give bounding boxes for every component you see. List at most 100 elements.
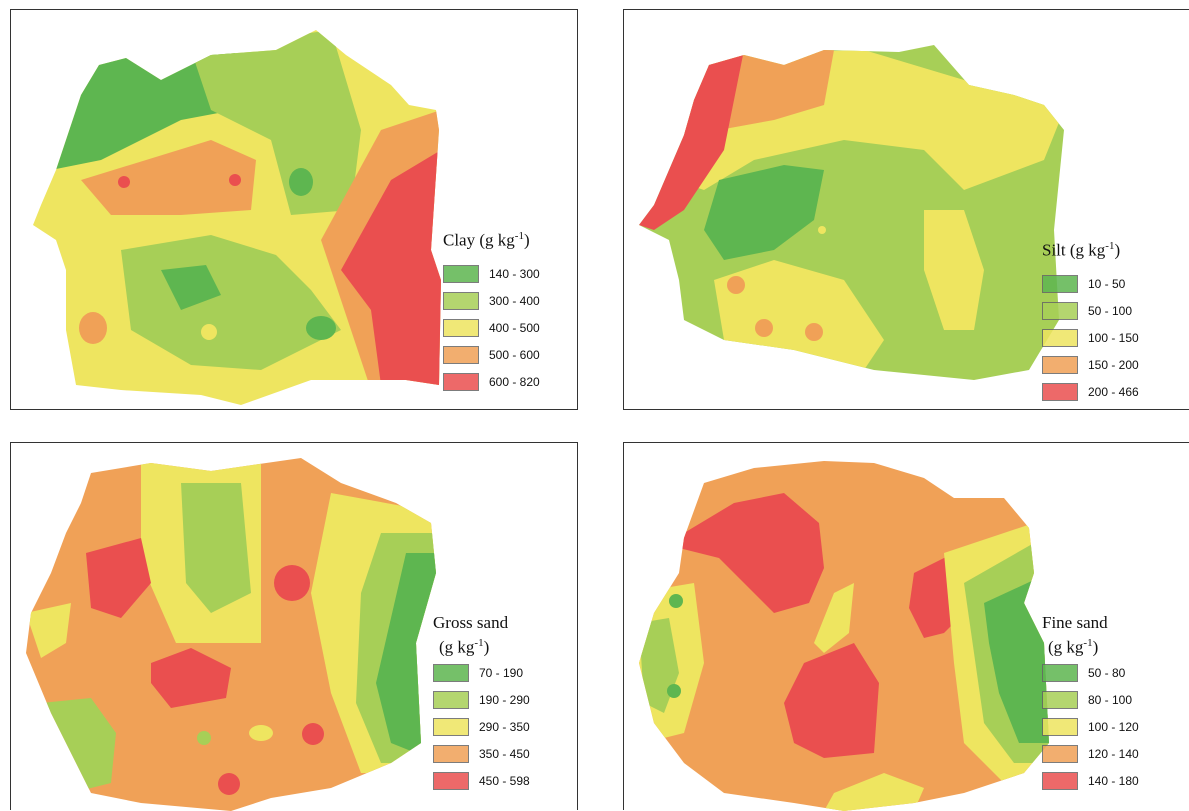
legend-row: 500 - 600 <box>443 342 540 369</box>
range-label: 50 - 100 <box>1088 304 1133 319</box>
range-label: 190 - 290 <box>479 693 530 708</box>
swatch-class5 <box>433 772 469 791</box>
legend-row: 50 - 100 <box>1042 298 1139 325</box>
legend-row: 400 - 500 <box>443 315 540 342</box>
fine-sand-zone-100-120-s <box>824 773 924 811</box>
silt-spot-150-200-b <box>755 319 773 337</box>
range-label: 70 - 190 <box>479 666 524 681</box>
swatch-class2 <box>1042 302 1078 321</box>
swatch-class2 <box>433 691 469 710</box>
legend-row: 50 - 80 <box>1042 660 1139 687</box>
legend-row: 140 - 300 <box>443 261 540 288</box>
legend-row: 200 - 466 <box>1042 379 1139 406</box>
silt-zone-100-150-s <box>714 260 884 370</box>
range-label: 50 - 80 <box>1088 666 1126 681</box>
swatch-class4 <box>433 745 469 764</box>
gross-sand-spot-450-598-a <box>274 565 310 601</box>
swatch-class1 <box>443 265 479 284</box>
range-label: 120 - 140 <box>1088 747 1139 762</box>
silt-legend-title: Silt (g kg-1) <box>1042 240 1121 260</box>
swatch-class4 <box>1042 356 1078 375</box>
swatch-class4 <box>1042 745 1078 764</box>
fine-sand-legend-units: (g kg-1) <box>1048 637 1099 657</box>
clay-spot-140-300-e <box>306 316 336 340</box>
fine-sand-zone-100-120-c <box>814 583 854 653</box>
fine-sand-zone-140-180-s <box>784 643 879 758</box>
clay-map <box>33 30 441 405</box>
clay-zone-500-600-w <box>81 140 256 215</box>
silt-zone-200-466 <box>639 50 744 230</box>
range-label: 80 - 100 <box>1088 693 1133 708</box>
silt-zone-10-50 <box>704 165 824 260</box>
swatch-class5 <box>1042 383 1078 402</box>
range-label: 150 - 200 <box>1088 358 1139 373</box>
legend-row: 80 - 100 <box>1042 687 1139 714</box>
range-label: 100 - 150 <box>1088 331 1139 346</box>
range-label: 10 - 50 <box>1088 277 1126 292</box>
fine-sand-map <box>639 461 1049 811</box>
clay-zone-140-300-s <box>161 265 221 310</box>
legend-row: 150 - 200 <box>1042 352 1139 379</box>
legend-row: 100 - 150 <box>1042 325 1139 352</box>
fine-sand-legend-title: Fine sand <box>1042 613 1108 632</box>
legend-row: 140 - 180 <box>1042 768 1139 795</box>
clay-legend: Clay (g kg-1) 140 - 300 300 - 400 400 - … <box>443 226 540 396</box>
fine-sand-legend: Fine sand (g kg-1) 50 - 80 80 - 100 100 … <box>1042 613 1139 795</box>
silt-map <box>639 45 1064 380</box>
gross-sand-legend-units: (g kg-1) <box>439 637 490 657</box>
clay-map-panel: Clay (g kg-1) 140 - 300 300 - 400 400 - … <box>10 9 578 410</box>
gross-sand-zone-450-598-w <box>86 538 151 618</box>
legend-row: 190 - 290 <box>433 687 530 714</box>
silt-zone-100-150-e <box>924 210 984 330</box>
legend-row: 10 - 50 <box>1042 271 1139 298</box>
swatch-class1 <box>433 664 469 683</box>
legend-row: 450 - 598 <box>433 768 530 795</box>
fine-sand-map-panel: Fine sand (g kg-1) 50 - 80 80 - 100 100 … <box>623 442 1189 811</box>
range-label: 290 - 350 <box>479 720 530 735</box>
gross-sand-spot-450-598-c <box>218 773 240 795</box>
range-label: 200 - 466 <box>1088 385 1139 400</box>
gross-sand-legend: Gross sand (g kg-1) 70 - 190 190 - 290 2… <box>433 613 530 795</box>
swatch-class2 <box>443 292 479 311</box>
swatch-class3 <box>1042 718 1078 737</box>
legend-row: 350 - 450 <box>433 741 530 768</box>
clay-spot-500-600 <box>79 312 107 344</box>
range-label: 140 - 300 <box>489 267 540 282</box>
range-label: 350 - 450 <box>479 747 530 762</box>
legend-row: 290 - 350 <box>433 714 530 741</box>
range-label: 600 - 820 <box>489 375 540 390</box>
clay-spot-140-300 <box>289 168 313 196</box>
legend-row: 300 - 400 <box>443 288 540 315</box>
gross-sand-zone-450-598-c <box>151 648 231 708</box>
swatch-class3 <box>443 319 479 338</box>
range-label: 300 - 400 <box>489 294 540 309</box>
gross-sand-map <box>26 458 436 811</box>
gross-sand-zone-290-350-w <box>26 603 71 658</box>
range-label: 500 - 600 <box>489 348 540 363</box>
gross-sand-spot-190-290 <box>197 731 211 745</box>
gross-sand-spot-450-598-b <box>302 723 324 745</box>
range-label: 450 - 598 <box>479 774 530 789</box>
swatch-class5 <box>443 373 479 392</box>
swatch-class4 <box>443 346 479 365</box>
swatch-class1 <box>1042 275 1078 294</box>
silt-spot-150-200-c <box>805 323 823 341</box>
swatch-class1 <box>1042 664 1078 683</box>
swatch-class5 <box>1042 772 1078 791</box>
swatch-class2 <box>1042 691 1078 710</box>
silt-spot-100-150 <box>818 226 826 234</box>
range-label: 400 - 500 <box>489 321 540 336</box>
legend-row: 100 - 120 <box>1042 714 1139 741</box>
range-label: 100 - 120 <box>1088 720 1139 735</box>
swatch-class3 <box>1042 329 1078 348</box>
swatch-class3 <box>433 718 469 737</box>
gross-sand-map-panel: Gross sand (g kg-1) 70 - 190 190 - 290 2… <box>10 442 578 811</box>
clay-spot-400-500 <box>201 324 217 340</box>
fine-sand-zone-140-180-n <box>679 493 824 613</box>
fine-sand-spot-50-80-b <box>667 684 681 698</box>
gross-sand-zone-190-290-n <box>181 483 251 613</box>
silt-legend: Silt (g kg-1) 10 - 50 50 - 100 100 - 150… <box>1042 236 1139 406</box>
gross-sand-legend-title: Gross sand <box>433 613 509 632</box>
legend-row: 70 - 190 <box>433 660 530 687</box>
fine-sand-spot-50-80-a <box>669 594 683 608</box>
